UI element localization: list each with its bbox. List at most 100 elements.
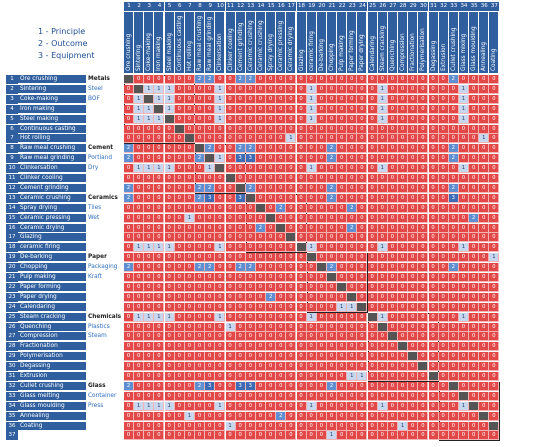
matrix-cell: 0: [337, 342, 348, 352]
matrix-cell: 0: [357, 223, 368, 233]
matrix-cell: 0: [489, 302, 500, 312]
matrix-cell: 0: [398, 213, 409, 223]
matrix-cell: 0: [215, 362, 226, 372]
matrix-cell: 0: [306, 332, 317, 342]
matrix-cell: 0: [367, 154, 378, 164]
matrix-cell: 0: [316, 312, 327, 322]
matrix-cell: 0: [235, 292, 246, 302]
matrix-cell: 0: [387, 233, 398, 243]
matrix-cell: 0: [458, 223, 469, 233]
row-number: 23: [6, 292, 18, 302]
matrix-cell: 0: [357, 411, 368, 421]
matrix-cell: 0: [195, 273, 206, 282]
matrix-cell: 0: [438, 332, 449, 342]
matrix-cell: 0: [164, 253, 175, 263]
matrix-cell: 0: [306, 342, 317, 352]
matrix-cell: 0: [266, 401, 277, 411]
column-number: 35: [469, 2, 480, 11]
row-process-name: Coating: [18, 421, 86, 431]
matrix-cell: 0: [367, 302, 378, 312]
matrix-cell: 0: [215, 193, 226, 203]
matrix-cell: 0: [337, 243, 348, 253]
matrix-cell: 0: [205, 431, 216, 441]
matrix-cell: 0: [286, 114, 297, 124]
diagonal-cell: [398, 342, 409, 352]
row-process-name: Hot rolling: [18, 134, 86, 144]
matrix-cell: 0: [387, 391, 398, 401]
matrix-cell: 0: [337, 263, 348, 273]
row-process-name: Coke-making: [18, 94, 86, 104]
matrix-cell: 0: [255, 233, 266, 243]
column-label: De-barking: [316, 12, 327, 73]
matrix-cell: 0: [276, 164, 287, 174]
matrix-cell: 0: [357, 273, 368, 282]
matrix-cell: 2: [448, 154, 459, 164]
matrix-cell: 0: [154, 134, 165, 144]
matrix-cell: 0: [276, 292, 287, 302]
matrix-cell: 0: [418, 134, 429, 144]
matrix-cell: 0: [377, 302, 388, 312]
matrix-cell: 0: [408, 381, 419, 391]
column-label: Coke-making: [144, 12, 155, 73]
row-number: 4: [6, 104, 18, 114]
row-process-name: Ore crushing: [18, 75, 86, 84]
matrix-cell: 0: [316, 391, 327, 401]
matrix-cell: 0: [337, 193, 348, 203]
matrix-cell: 0: [387, 213, 398, 223]
matrix-cell: 0: [448, 164, 459, 174]
matrix-cell: 0: [296, 144, 307, 154]
matrix-cell: 0: [408, 193, 419, 203]
matrix-cell: 0: [347, 253, 358, 263]
row-number: 16: [6, 223, 18, 233]
matrix-cell: 0: [235, 104, 246, 114]
matrix-cell: 0: [154, 253, 165, 263]
matrix-cell: 0: [347, 421, 358, 431]
matrix-cell: 0: [286, 154, 297, 164]
matrix-cell: 0: [398, 203, 409, 213]
matrix-cell: 0: [398, 104, 409, 114]
matrix-cell: 0: [398, 401, 409, 411]
column-number: 6: [174, 2, 185, 11]
matrix-cell: 0: [479, 352, 490, 362]
matrix-cell: 0: [479, 253, 490, 263]
matrix-cell: 0: [205, 84, 216, 94]
matrix-cell: 0: [367, 352, 378, 362]
matrix-cell: 0: [367, 411, 378, 421]
matrix-cell: 1: [377, 243, 388, 253]
matrix-cell: 0: [276, 84, 287, 94]
matrix-cell: 1: [215, 154, 226, 164]
matrix-cell: 0: [276, 362, 287, 372]
matrix-cell: 0: [448, 243, 459, 253]
row-process-name: Ceramic drying: [18, 223, 86, 233]
matrix-cell: 0: [469, 174, 480, 183]
matrix-cell: 0: [408, 391, 419, 401]
column-number: 36: [479, 2, 490, 11]
matrix-cell: 0: [296, 114, 307, 124]
column-label-text: Annealing: [481, 41, 488, 71]
row-process-name: Paper drying: [18, 292, 86, 302]
row-number: 35: [6, 411, 18, 421]
matrix-cell: 0: [225, 213, 236, 223]
matrix-cell: 0: [448, 282, 459, 292]
matrix-cell: 0: [205, 134, 216, 144]
matrix-cell: 0: [195, 203, 206, 213]
matrix-cell: 0: [347, 144, 358, 154]
matrix-cell: 0: [306, 381, 317, 391]
matrix-cell: 0: [144, 372, 155, 381]
matrix-cell: 0: [337, 273, 348, 282]
matrix-cell: 0: [367, 431, 378, 441]
matrix-cell: 0: [306, 193, 317, 203]
matrix-cell: 0: [215, 273, 226, 282]
column-label: Iron making: [154, 12, 165, 73]
matrix-cell: 0: [215, 332, 226, 342]
matrix-cell: 0: [458, 263, 469, 273]
matrix-cell: 0: [408, 114, 419, 124]
row-process-name: ceramic firing: [18, 243, 86, 253]
matrix-cell: 0: [448, 372, 459, 381]
matrix-cell: 0: [235, 164, 246, 174]
matrix-cell: 0: [306, 282, 317, 292]
sector-label: Ceramics: [88, 194, 118, 201]
matrix-cell: 0: [479, 292, 490, 302]
matrix-cell: 0: [296, 381, 307, 391]
matrix-cell: 0: [469, 243, 480, 253]
